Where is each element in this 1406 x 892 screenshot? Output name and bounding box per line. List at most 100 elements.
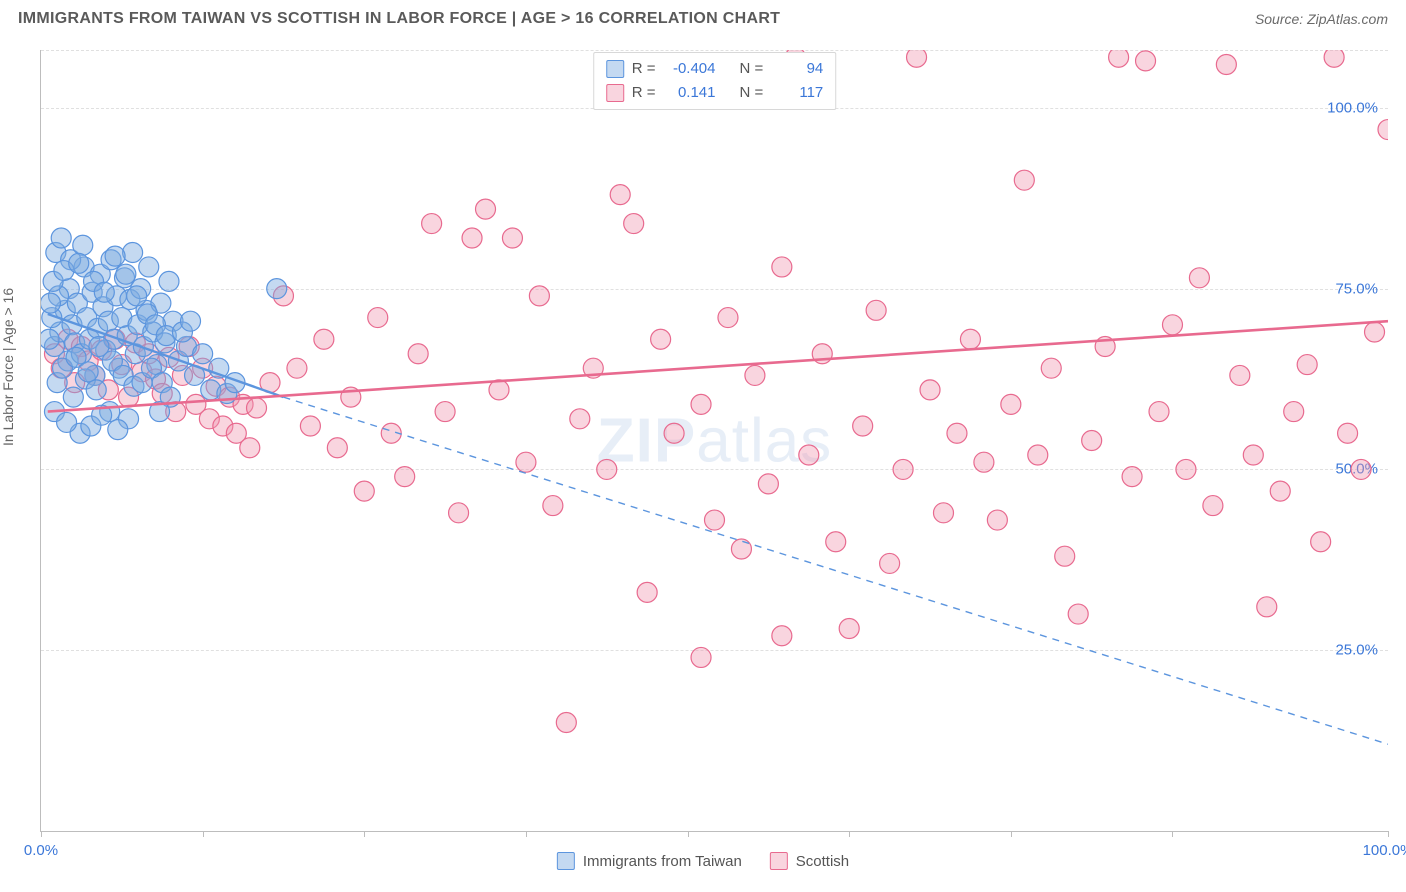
- data-point: [1028, 445, 1048, 465]
- data-point: [1297, 355, 1317, 375]
- data-point: [758, 474, 778, 494]
- r-value-scottish: 0.141: [664, 81, 716, 105]
- data-point: [116, 264, 136, 284]
- legend-bottom: Immigrants from Taiwan Scottish: [557, 852, 849, 870]
- data-point: [63, 387, 83, 407]
- data-point: [907, 50, 927, 67]
- x-tick: [41, 831, 42, 837]
- data-point: [1055, 546, 1075, 566]
- data-point: [651, 329, 671, 349]
- data-point: [476, 199, 496, 219]
- swatch-scottish-icon: [770, 852, 788, 870]
- data-point: [502, 228, 522, 248]
- data-point: [1068, 604, 1088, 624]
- data-point: [880, 553, 900, 573]
- data-point: [529, 286, 549, 306]
- data-point: [1136, 51, 1156, 71]
- data-point: [159, 271, 179, 291]
- x-tick-label: 100.0%: [1363, 842, 1406, 859]
- data-point: [1203, 496, 1223, 516]
- legend-correlation-box: R = -0.404 N = 94 R = 0.141 N = 117: [593, 52, 837, 110]
- data-point: [597, 459, 617, 479]
- data-point: [51, 228, 71, 248]
- data-point: [408, 344, 428, 364]
- data-point: [193, 344, 213, 364]
- data-point: [960, 329, 980, 349]
- x-tick: [364, 831, 365, 837]
- data-point: [543, 496, 563, 516]
- data-point: [731, 539, 751, 559]
- data-point: [1311, 532, 1331, 552]
- data-point: [1365, 322, 1385, 342]
- data-point: [1351, 459, 1371, 479]
- data-point: [920, 380, 940, 400]
- chart-title: IMMIGRANTS FROM TAIWAN VS SCOTTISH IN LA…: [18, 10, 780, 28]
- data-point: [449, 503, 469, 523]
- data-point: [267, 279, 287, 299]
- data-point: [974, 452, 994, 472]
- n-value-taiwan: 94: [771, 57, 823, 81]
- scatter-svg: [41, 50, 1388, 831]
- data-point: [78, 362, 98, 382]
- data-point: [181, 311, 201, 331]
- swatch-taiwan-icon: [557, 852, 575, 870]
- data-point: [422, 214, 442, 234]
- x-tick: [203, 831, 204, 837]
- x-tick: [1172, 831, 1173, 837]
- data-point: [287, 358, 307, 378]
- data-point: [664, 423, 684, 443]
- data-point: [691, 647, 711, 667]
- data-point: [893, 459, 913, 479]
- data-point: [1243, 445, 1263, 465]
- data-point: [127, 286, 147, 306]
- x-tick: [1388, 831, 1389, 837]
- legend-item-scottish: Scottish: [770, 852, 849, 870]
- data-point: [516, 452, 536, 472]
- data-point: [240, 438, 260, 458]
- data-point: [1216, 54, 1236, 74]
- data-point: [624, 214, 644, 234]
- n-value-scottish: 117: [771, 81, 823, 105]
- legend-row-taiwan: R = -0.404 N = 94: [606, 57, 824, 81]
- data-point: [1149, 402, 1169, 422]
- x-tick: [1011, 831, 1012, 837]
- data-point: [772, 626, 792, 646]
- legend-row-scottish: R = 0.141 N = 117: [606, 81, 824, 105]
- data-point: [1189, 268, 1209, 288]
- data-point: [933, 503, 953, 523]
- data-point: [570, 409, 590, 429]
- data-point: [745, 365, 765, 385]
- data-point: [314, 329, 334, 349]
- data-point: [637, 582, 657, 602]
- data-point: [1338, 423, 1358, 443]
- data-point: [139, 257, 159, 277]
- x-tick: [688, 831, 689, 837]
- data-point: [94, 282, 114, 302]
- data-point: [853, 416, 873, 436]
- data-point: [1109, 50, 1129, 67]
- data-point: [462, 228, 482, 248]
- data-point: [73, 235, 93, 255]
- data-point: [435, 402, 455, 422]
- data-point: [1378, 120, 1388, 140]
- data-point: [839, 619, 859, 639]
- data-point: [826, 532, 846, 552]
- chart-plot-area: ZIPatlas R = -0.404 N = 94 R = 0.141 N =…: [40, 50, 1388, 832]
- data-point: [610, 185, 630, 205]
- data-point: [368, 308, 388, 328]
- trend-line: [283, 397, 1388, 744]
- data-point: [987, 510, 1007, 530]
- data-point: [1324, 50, 1344, 67]
- data-point: [41, 329, 59, 349]
- data-point: [772, 257, 792, 277]
- data-point: [1082, 431, 1102, 451]
- data-point: [108, 420, 128, 440]
- trend-line: [48, 321, 1388, 411]
- swatch-taiwan: [606, 60, 624, 78]
- x-tick-label: 0.0%: [24, 842, 58, 859]
- data-point: [354, 481, 374, 501]
- data-point: [1041, 358, 1061, 378]
- x-tick: [849, 831, 850, 837]
- data-point: [57, 412, 77, 432]
- data-point: [41, 293, 60, 313]
